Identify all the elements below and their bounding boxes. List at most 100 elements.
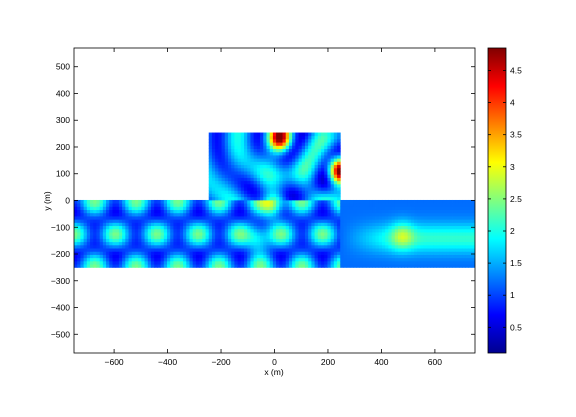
- heatmap-cell: [128, 219, 133, 223]
- heatmap-cell: [308, 203, 312, 207]
- heatmap-cell: [221, 264, 226, 268]
- heatmap-cell: [327, 161, 332, 166]
- heatmap-cell: [227, 238, 232, 243]
- heatmap-cell: [458, 264, 463, 268]
- heatmap-cell: [436, 235, 441, 239]
- heatmap-cell: [298, 142, 303, 146]
- heatmap-cell: [144, 260, 149, 265]
- heatmap-cell: [433, 209, 437, 214]
- heatmap-cell: [253, 193, 258, 198]
- heatmap-cell: [471, 264, 475, 268]
- heatmap-cell: [227, 212, 232, 217]
- heatmap-cell: [282, 203, 287, 207]
- heatmap-cell: [211, 260, 216, 265]
- heatmap-cell: [269, 145, 274, 149]
- heatmap-cell: [102, 235, 107, 239]
- heatmap-cell: [183, 219, 187, 223]
- heatmap-cell: [240, 151, 245, 156]
- heatmap-cell: [404, 206, 409, 210]
- heatmap-cell: [414, 238, 418, 243]
- heatmap-cell: [295, 203, 299, 207]
- heatmap-cell: [237, 171, 242, 175]
- heatmap-cell: [234, 180, 239, 185]
- heatmap-cell: [317, 180, 322, 185]
- heatmap-cell: [333, 238, 338, 243]
- heatmap-cell: [122, 209, 126, 214]
- heatmap-cell: [256, 219, 261, 223]
- heatmap-cell: [433, 264, 437, 268]
- heatmap-cell: [240, 171, 245, 175]
- heatmap-cell: [462, 232, 466, 236]
- heatmap-cell: [131, 232, 136, 236]
- heatmap-cell: [285, 251, 290, 255]
- heatmap-cell: [311, 190, 315, 194]
- heatmap-cell: [96, 206, 101, 210]
- heatmap-cell: [144, 244, 149, 249]
- heatmap-cell: [199, 222, 203, 227]
- heatmap-cell: [272, 190, 277, 194]
- heatmap-cell: [446, 209, 450, 214]
- heatmap-cell: [391, 228, 396, 233]
- heatmap-cell: [282, 135, 287, 140]
- heatmap-cell: [458, 206, 463, 210]
- heatmap-cell: [452, 257, 457, 262]
- heatmap-cell: [295, 199, 299, 204]
- heatmap-cell: [321, 132, 325, 137]
- heatmap-cell: [266, 257, 271, 262]
- heatmap-cell: [260, 167, 264, 172]
- heatmap-cell: [125, 216, 129, 220]
- heatmap-cell: [115, 203, 120, 207]
- heatmap-cell: [138, 235, 142, 239]
- heatmap-cell: [99, 264, 104, 268]
- heatmap-cell: [369, 222, 373, 227]
- heatmap-cell: [321, 180, 325, 185]
- heatmap-cell: [414, 235, 418, 239]
- heatmap-cell: [90, 216, 94, 220]
- heatmap-cell: [170, 222, 174, 227]
- heatmap-cell: [433, 216, 437, 220]
- heatmap-cell: [134, 212, 139, 217]
- heatmap-cell: [240, 241, 245, 246]
- heatmap-cell: [83, 260, 88, 265]
- heatmap-cell: [221, 164, 226, 169]
- heatmap-cell: [356, 254, 360, 259]
- heatmap-cell: [288, 244, 293, 249]
- heatmap-cell: [224, 171, 229, 175]
- heatmap-cell: [385, 222, 389, 227]
- heatmap-cell: [359, 264, 364, 268]
- heatmap-cell: [96, 257, 101, 262]
- heatmap-cell: [106, 235, 110, 239]
- heatmap-cell: [93, 244, 97, 249]
- heatmap-cell: [333, 180, 338, 185]
- heatmap-cell: [134, 254, 139, 259]
- heatmap-cell: [208, 190, 213, 194]
- heatmap-cell: [240, 177, 245, 182]
- heatmap-cell: [455, 235, 460, 239]
- heatmap-cell: [321, 151, 325, 156]
- heatmap-cell: [423, 225, 428, 230]
- heatmap-cell: [333, 135, 338, 140]
- heatmap-cell: [455, 238, 460, 243]
- heatmap-cell: [285, 238, 290, 243]
- heatmap-cell: [430, 228, 434, 233]
- heatmap-cell: [247, 216, 251, 220]
- heatmap-cell: [266, 260, 271, 265]
- heatmap-cell: [211, 193, 216, 198]
- heatmap-cell: [179, 206, 184, 210]
- heatmap-cell: [272, 248, 277, 252]
- heatmap-cell: [218, 241, 222, 246]
- heatmap-cell: [276, 225, 280, 230]
- heatmap-cell: [86, 228, 91, 233]
- heatmap-cell: [240, 196, 245, 201]
- heatmap-cell: [195, 225, 200, 230]
- heatmap-cell: [304, 193, 309, 198]
- heatmap-cell: [404, 232, 409, 236]
- heatmap-cell: [385, 257, 389, 262]
- heatmap-cell: [423, 232, 428, 236]
- heatmap-cell: [221, 225, 226, 230]
- heatmap-cell: [205, 238, 210, 243]
- heatmap-cell: [170, 257, 174, 262]
- heatmap-cell: [324, 171, 328, 175]
- heatmap-cell: [266, 151, 271, 156]
- heatmap-cell: [465, 264, 469, 268]
